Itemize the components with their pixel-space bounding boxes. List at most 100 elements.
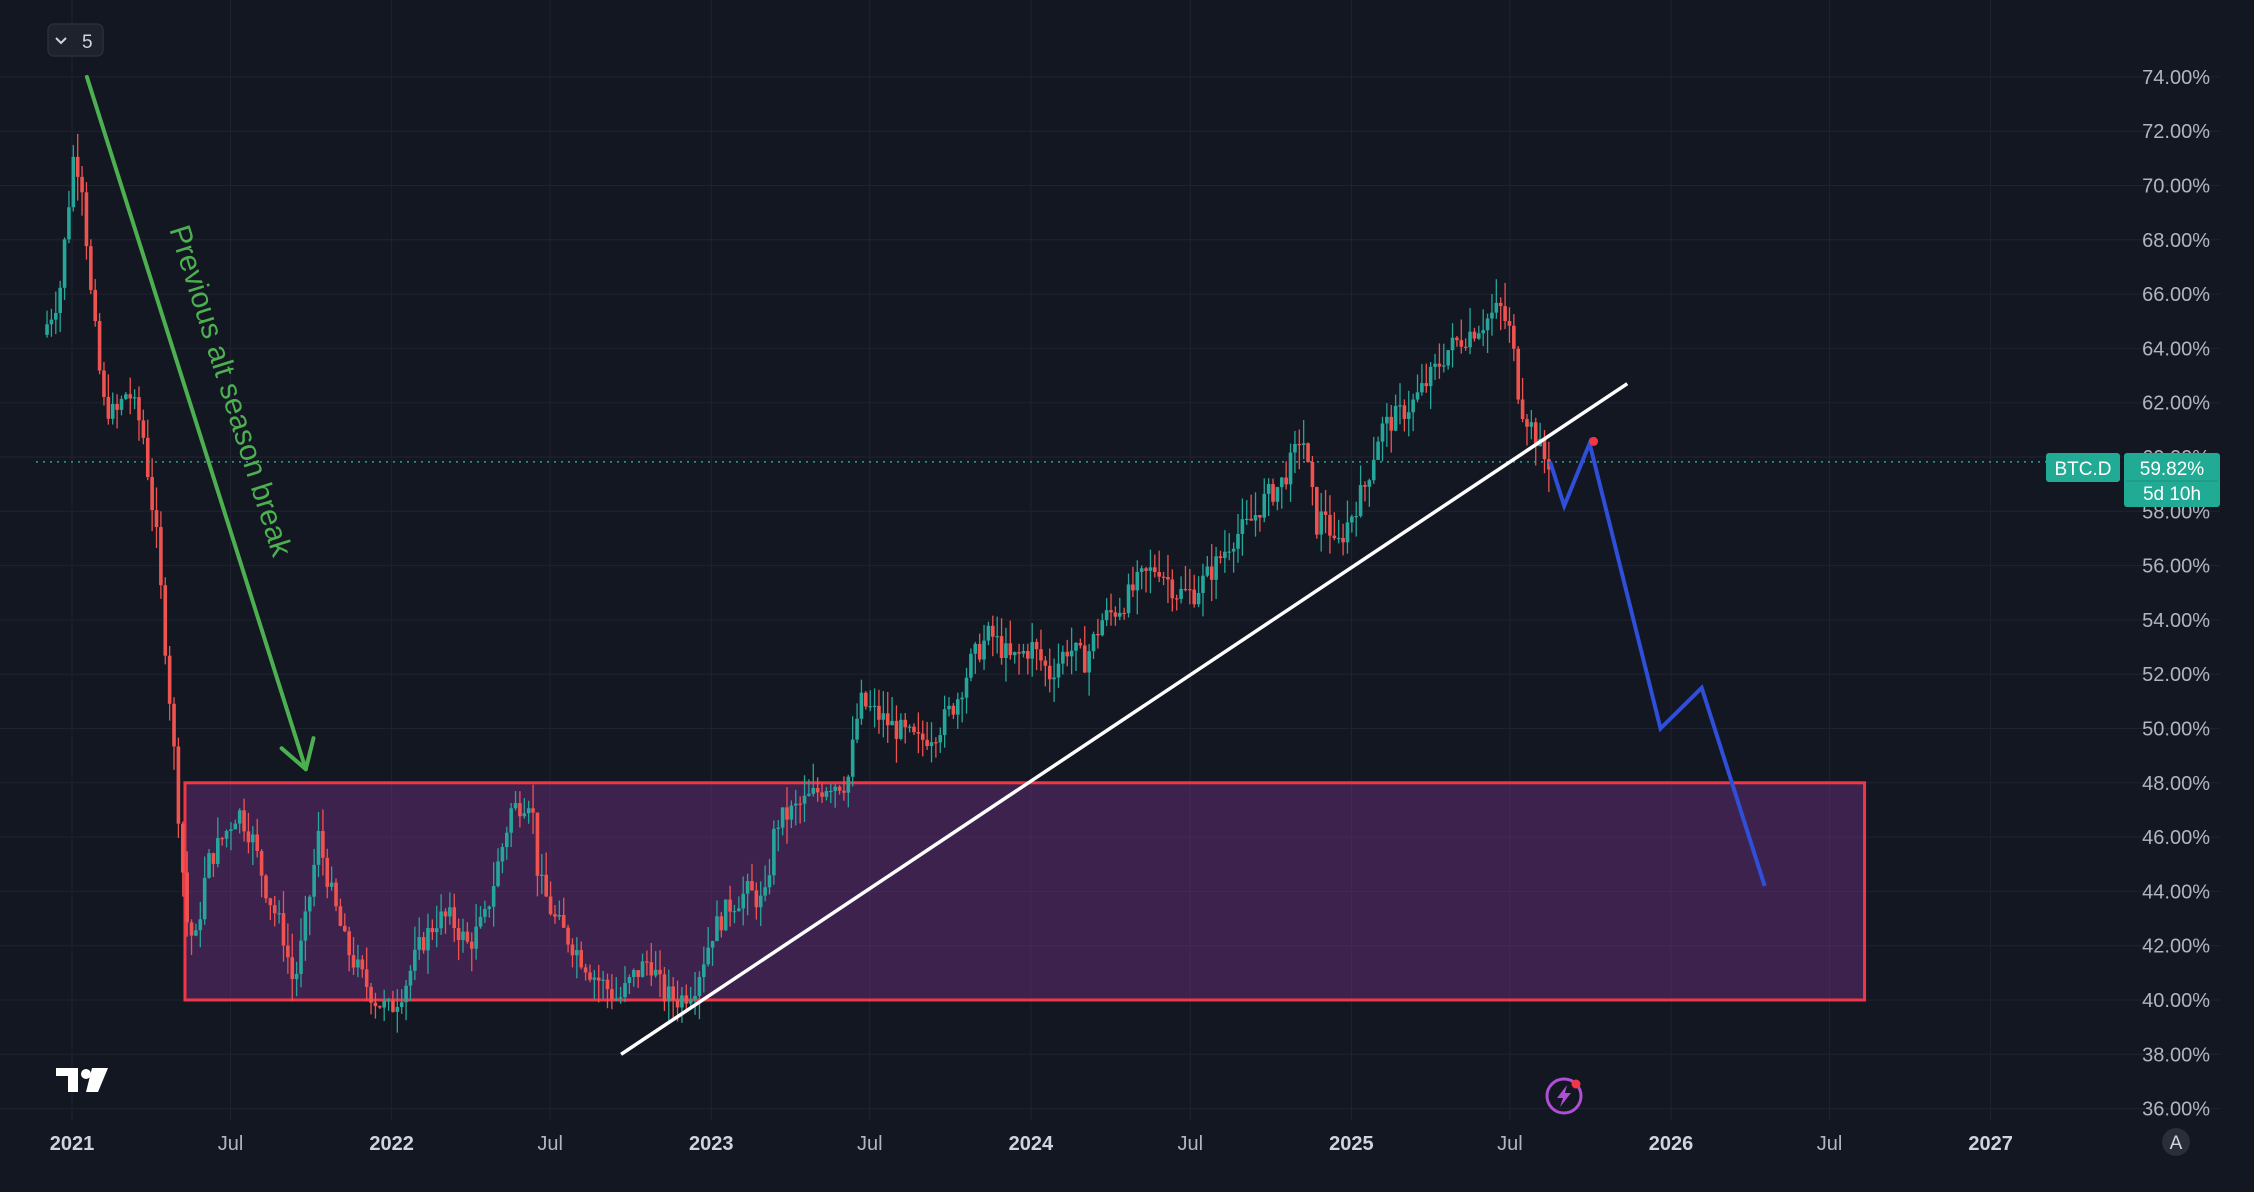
candle-body xyxy=(1227,551,1232,553)
candle-body xyxy=(662,974,667,1002)
candle-body xyxy=(141,420,146,438)
accumulation-range-box xyxy=(183,781,1867,1002)
candle-body xyxy=(570,944,575,956)
candle-body xyxy=(1354,515,1359,518)
candle-body xyxy=(1026,651,1030,659)
candle-body xyxy=(1279,477,1284,488)
candle-body xyxy=(1113,612,1118,617)
candle-body xyxy=(246,831,251,843)
candle-body xyxy=(307,896,312,912)
candle-body xyxy=(264,875,268,899)
logo-bar xyxy=(56,1068,78,1076)
candle-body xyxy=(1516,348,1521,400)
candle-body xyxy=(553,914,557,917)
candle-body xyxy=(233,823,238,830)
y-tick-label: 40.00% xyxy=(2142,990,2210,1012)
y-tick-label: 50.00% xyxy=(2142,719,2210,741)
candle-body xyxy=(1420,383,1424,393)
candle-body xyxy=(1525,419,1529,427)
candle-body xyxy=(614,998,619,1000)
candle-body xyxy=(828,790,833,793)
candle-body xyxy=(391,1000,395,1012)
candle-body xyxy=(842,790,846,793)
candle-body xyxy=(448,907,452,917)
candle-body xyxy=(575,950,579,956)
candle-body xyxy=(1135,571,1140,591)
projection-handle[interactable] xyxy=(1589,436,1599,446)
tradingview-logo[interactable] xyxy=(56,1068,108,1092)
candle-body xyxy=(697,977,702,996)
candle-body xyxy=(605,979,610,990)
candle-body xyxy=(1205,566,1210,576)
candle-body xyxy=(294,973,299,980)
interval-selector-box[interactable] xyxy=(47,23,104,57)
time-axis[interactable]: 2021 Jul 2022 Jul 2023 Jul 2024 Jul 2025 Jul 2026 J… xyxy=(50,1133,2013,1155)
logo-slash xyxy=(86,1068,108,1092)
candle-body xyxy=(1043,660,1048,666)
candle-body xyxy=(347,931,351,956)
support-trendline[interactable] xyxy=(620,382,1629,1056)
candle-body xyxy=(329,882,334,887)
candle-body xyxy=(1244,518,1249,521)
candle-body xyxy=(1183,588,1188,591)
candle-body xyxy=(491,886,496,907)
candle-body xyxy=(772,828,776,876)
candle-body xyxy=(938,735,943,743)
candle-body xyxy=(1428,366,1433,387)
candle-body xyxy=(172,703,176,747)
x-tick-label: 2026 xyxy=(1649,1133,1694,1155)
auto-scale-button[interactable]: A xyxy=(2162,1128,2190,1156)
candle-body xyxy=(478,916,483,927)
candle-body xyxy=(386,1000,391,1002)
candle-body xyxy=(1074,642,1078,651)
candle-body xyxy=(666,986,671,1002)
interval-selector[interactable]: 5 xyxy=(47,23,104,57)
candle-body xyxy=(413,949,417,971)
candle-body xyxy=(1209,566,1214,580)
candle-body xyxy=(399,1002,404,1008)
lightning-icon[interactable] xyxy=(1545,1077,1583,1115)
candle-body xyxy=(1153,567,1157,572)
candle-body xyxy=(417,937,422,950)
candle-body xyxy=(1240,519,1245,534)
candle-body xyxy=(1402,405,1407,419)
candle-body xyxy=(1336,537,1341,540)
candle-body xyxy=(1498,302,1503,307)
candle-body xyxy=(89,246,93,290)
candle-body xyxy=(1503,306,1507,321)
candle-body xyxy=(430,928,435,933)
candle-body xyxy=(526,808,531,814)
candle-body xyxy=(1507,320,1512,326)
candle-body xyxy=(426,928,430,951)
candle-body xyxy=(124,394,128,399)
candle-body xyxy=(1100,620,1105,636)
candle-body xyxy=(925,739,929,747)
candle-body xyxy=(811,787,816,794)
y-tick-label: 46.00% xyxy=(2142,827,2210,849)
candle-body xyxy=(1061,651,1065,664)
projection-path[interactable] xyxy=(1548,436,1767,887)
candle-body xyxy=(640,961,645,977)
candle-body xyxy=(1174,598,1179,600)
candle-body xyxy=(229,829,233,831)
candle-body xyxy=(106,397,111,419)
candle-body xyxy=(373,1002,378,1007)
price-axis[interactable]: 36.00% 38.00% 40.00% 42.00% 44.00% 46.00% 48.0… xyxy=(2142,67,2210,1121)
candle-body xyxy=(1249,518,1253,521)
x-tick-label: Jul xyxy=(537,1133,563,1155)
candle-body xyxy=(207,853,211,878)
x-tick-label: 2023 xyxy=(689,1133,734,1155)
candle-body xyxy=(986,625,991,641)
candle-body xyxy=(671,986,675,1000)
candle-body xyxy=(378,1006,382,1008)
candle-body xyxy=(1455,337,1459,341)
candle-body xyxy=(802,795,807,804)
candle-body xyxy=(601,979,605,981)
candle-body xyxy=(1494,302,1499,313)
y-tick-label: 42.00% xyxy=(2142,936,2210,958)
candle-body xyxy=(434,928,439,933)
x-tick-label: 2021 xyxy=(50,1133,95,1155)
candle-body xyxy=(53,312,58,320)
